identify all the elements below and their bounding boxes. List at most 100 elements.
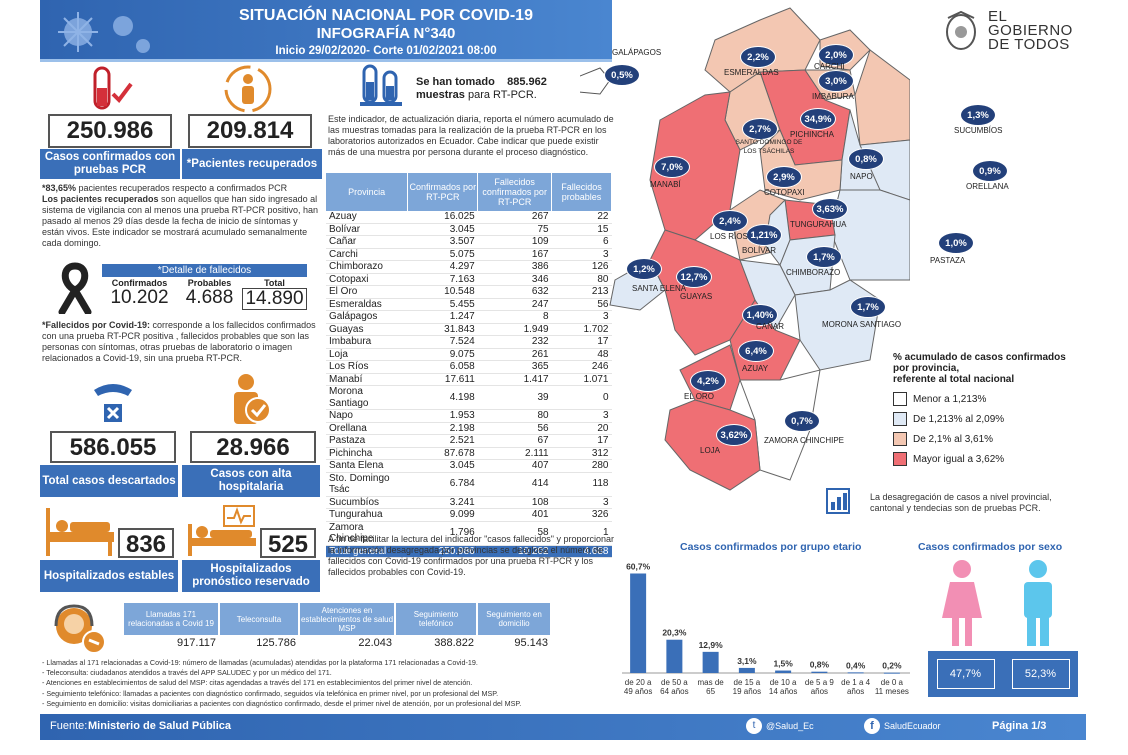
- province-name-label: GUAYAS: [680, 292, 713, 301]
- logo-line2: GOBIERNO: [988, 22, 1073, 39]
- province-name-label: BOLÍVAR: [742, 246, 777, 255]
- sex-chart-title: Casos confirmados por sexo: [918, 541, 1063, 553]
- deaths-confirmed-value: 10.202: [110, 287, 169, 308]
- monitor-bed-icon: [188, 505, 256, 556]
- confirmed-label: Casos confirmados con pruebas PCR: [40, 149, 180, 179]
- province-name-label: EL ORO: [684, 392, 714, 401]
- table-cell: 80: [551, 273, 612, 286]
- province-pct-bubble: 1,7%: [850, 296, 886, 318]
- facebook-handle[interactable]: SaludEcuador: [884, 721, 941, 731]
- table-row: Guayas 31.843 1.949 1.702: [326, 323, 612, 336]
- table-cell: 56: [551, 298, 612, 311]
- province-name-label: SANTA ELENA: [632, 284, 687, 293]
- province-name-label: COTOPAXI: [764, 188, 805, 197]
- period: Inicio 29/02/2020- Corte 01/02/2021 08:0…: [275, 45, 497, 57]
- age-bar-label: 0,4%: [846, 660, 866, 670]
- table-cell: Bolívar: [326, 223, 408, 236]
- table-cell: 0: [551, 385, 612, 410]
- province-pct-bubble: 1,40%: [742, 304, 778, 326]
- province-pct-bubble: 3,63%: [812, 198, 848, 220]
- province-name-label: AZUAY: [742, 364, 769, 373]
- table-cell: 1.247: [407, 310, 478, 324]
- table-cell: 2.198: [407, 422, 478, 435]
- facebook-icon[interactable]: f: [864, 718, 880, 734]
- table-cell: 80: [477, 409, 552, 423]
- province-pct-bubble: 2,7%: [742, 118, 778, 140]
- recovered-count: 209.814: [188, 114, 312, 148]
- table-cell: Chimborazo: [326, 260, 408, 274]
- age-bar-label: 12,9%: [699, 640, 724, 650]
- document-chart-icon: [826, 488, 850, 514]
- table-row: Pichincha 87.678 2.111 312: [326, 447, 612, 460]
- table-cell: Cañar: [326, 235, 408, 249]
- table-cell: Carchi: [326, 248, 408, 261]
- table-cell: 312: [551, 447, 612, 460]
- phone-col-header: Seguimiento en domicilio: [478, 603, 550, 635]
- province-pct-bubble: 6,4%: [738, 340, 774, 362]
- province-name-label: IMBABURA: [812, 92, 854, 101]
- phone-value: 388.822: [434, 637, 474, 649]
- test-tube-icon: [80, 66, 140, 112]
- table-cell: 1.702: [551, 323, 612, 336]
- table-row: Esmeraldas 5.455 247 56: [326, 298, 612, 311]
- table-cell: Cotopaxi: [326, 273, 408, 286]
- phone-note-line: - Seguimiento en domicilio: visitas domi…: [42, 698, 522, 708]
- phone-col-header: Seguimiento telefónico: [396, 603, 476, 635]
- sample-tubes-icon: [360, 64, 402, 106]
- province-pct-bubble: 2,2%: [740, 46, 776, 68]
- twitter-icon[interactable]: t: [746, 718, 762, 734]
- table-cell: 326: [551, 508, 612, 522]
- province-pct-bubble: 0,5%: [604, 64, 640, 86]
- table-cell: Sucumbíos: [326, 496, 408, 509]
- table-cell: Tungurahua: [326, 508, 408, 522]
- table-cell: 3: [551, 310, 612, 324]
- map-legend-title: % acumulado de casos confirmados por prov…: [893, 352, 1066, 385]
- province-name-label: NAPO: [850, 172, 873, 181]
- province-name-label: PICHINCHA: [790, 130, 835, 139]
- hosp-stable-label: Hospitalizados estables: [40, 560, 178, 592]
- table-cell: 1: [551, 521, 612, 546]
- table-cell: 3.045: [407, 459, 478, 473]
- table-cell: 246: [551, 360, 612, 374]
- legend-swatch: [893, 452, 907, 466]
- age-bars: 60,7% de 20 a 49 años 20,3% de 50 a 64 años 12…: [622, 561, 910, 696]
- province-pct-bubble: 1,21%: [746, 224, 782, 246]
- table-row: Santa Elena 3.045 407 280: [326, 459, 612, 473]
- twitter-handle[interactable]: @Salud_Ec: [766, 721, 814, 731]
- header-banner: SITUACIÓN NACIONAL POR COVID-19 INFOGRAF…: [40, 0, 612, 62]
- province-name-label: LOJA: [700, 446, 721, 455]
- table-cell: 16.025: [407, 211, 478, 224]
- province-pct-bubble: 2,0%: [818, 44, 854, 66]
- coat-of-arms-icon: [946, 10, 976, 50]
- province-pct-bubble: 3,0%: [818, 70, 854, 92]
- table-cell: 3.507: [407, 235, 478, 249]
- table-row: Azuay 16.025 267 22: [326, 211, 612, 224]
- table-cell: 407: [477, 459, 552, 473]
- table-note: A fin de facilitar la lectura del indica…: [328, 534, 615, 577]
- table-cell: Sto. Domingo Tsác: [326, 472, 408, 497]
- table-cell: 8: [477, 310, 552, 324]
- table-cell: 9.099: [407, 508, 478, 522]
- table-cell: 56: [477, 422, 552, 435]
- table-cell: 3: [551, 248, 612, 261]
- table-row: El Oro 10.548 632 213: [326, 285, 612, 299]
- table-row: Sto. Domingo Tsác 6.784 414 118: [326, 472, 612, 497]
- province-pct-bubble: 2,4%: [712, 210, 748, 232]
- legend-item: Mayor igual a 3,62%: [893, 452, 1004, 466]
- age-chart-title: Casos confirmados por grupo etario: [680, 541, 862, 553]
- province-name-label: CARCHI: [814, 62, 845, 71]
- province-name-label: CAÑAR: [756, 322, 785, 331]
- col-header-province: Provincia: [326, 173, 409, 211]
- discharged-count: 28.966: [190, 431, 316, 463]
- table-cell: 1.953: [407, 409, 478, 423]
- hosp-reserved-count: 525: [260, 528, 316, 558]
- phone-value: 917.117: [177, 637, 216, 649]
- table-cell: 2.111: [477, 447, 552, 460]
- province-pct-bubble: 2,9%: [766, 166, 802, 188]
- province-name-label: MORONA SANTIAGO: [822, 320, 902, 329]
- province-name-label: ESMERALDAS: [724, 68, 779, 77]
- table-total-cell: 10.202: [477, 545, 552, 558]
- table-cell: 31.843: [407, 323, 478, 336]
- province-pct-bubble: 0,9%: [972, 160, 1008, 182]
- table-cell: 3.241: [407, 496, 478, 509]
